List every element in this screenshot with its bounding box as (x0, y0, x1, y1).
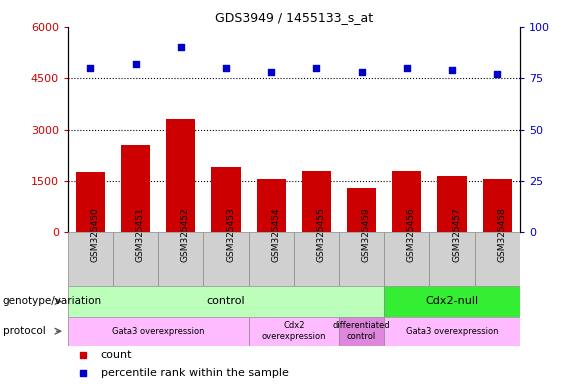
Text: GSM325458: GSM325458 (497, 208, 506, 262)
Text: GSM325456: GSM325456 (407, 208, 416, 262)
Text: control: control (207, 296, 245, 306)
Text: GSM325457: GSM325457 (452, 208, 461, 262)
Bar (339, 317, 384, 346)
Text: Gata3 overexpression: Gata3 overexpression (406, 327, 498, 336)
Point (447, 67, 457, 73)
Bar (384, 317, 520, 346)
Text: GSM325459: GSM325459 (362, 208, 371, 262)
Bar (113, 232, 158, 286)
Bar (392, 170, 421, 232)
Point (357, 69, 366, 75)
Text: GSM325450: GSM325450 (90, 208, 99, 262)
Point (131, 61, 140, 67)
Bar (294, 232, 339, 286)
Bar (249, 317, 339, 346)
Text: genotype/variation: genotype/variation (3, 296, 102, 306)
Point (86, 65, 95, 71)
Point (312, 65, 321, 71)
Bar (302, 170, 331, 232)
Text: GSM325454: GSM325454 (271, 208, 280, 262)
Text: differentiated
control: differentiated control (333, 321, 390, 341)
Bar (68, 232, 113, 286)
Point (79, 369, 88, 376)
Point (176, 44, 185, 50)
Text: GSM325451: GSM325451 (136, 208, 145, 262)
Bar (203, 232, 249, 286)
Title: GDS3949 / 1455133_s_at: GDS3949 / 1455133_s_at (215, 11, 373, 24)
Bar (483, 179, 512, 232)
Bar (384, 232, 429, 286)
Bar (384, 286, 520, 317)
Point (493, 71, 502, 77)
Bar (339, 232, 384, 286)
Text: Cdx2-null: Cdx2-null (425, 296, 479, 306)
Text: Gata3 overexpression: Gata3 overexpression (112, 327, 205, 336)
Text: GSM325455: GSM325455 (316, 208, 325, 262)
Bar (158, 232, 203, 286)
Point (79, 352, 88, 358)
Bar (121, 145, 150, 232)
Text: protocol: protocol (3, 326, 46, 336)
Point (402, 65, 411, 71)
Text: GSM325452: GSM325452 (181, 208, 190, 262)
Bar (166, 119, 195, 232)
Bar (249, 232, 294, 286)
Bar (437, 176, 467, 232)
Point (267, 69, 276, 75)
Bar (211, 167, 241, 232)
Text: Cdx2
overexpression: Cdx2 overexpression (262, 321, 326, 341)
Text: count: count (101, 350, 132, 360)
Text: GSM325453: GSM325453 (226, 208, 235, 262)
Bar (429, 232, 475, 286)
Bar (68, 317, 249, 346)
Bar (475, 232, 520, 286)
Bar (347, 188, 376, 232)
Bar (257, 179, 286, 232)
Text: percentile rank within the sample: percentile rank within the sample (101, 367, 289, 377)
Bar (76, 172, 105, 232)
Point (221, 65, 231, 71)
Bar (68, 286, 384, 317)
